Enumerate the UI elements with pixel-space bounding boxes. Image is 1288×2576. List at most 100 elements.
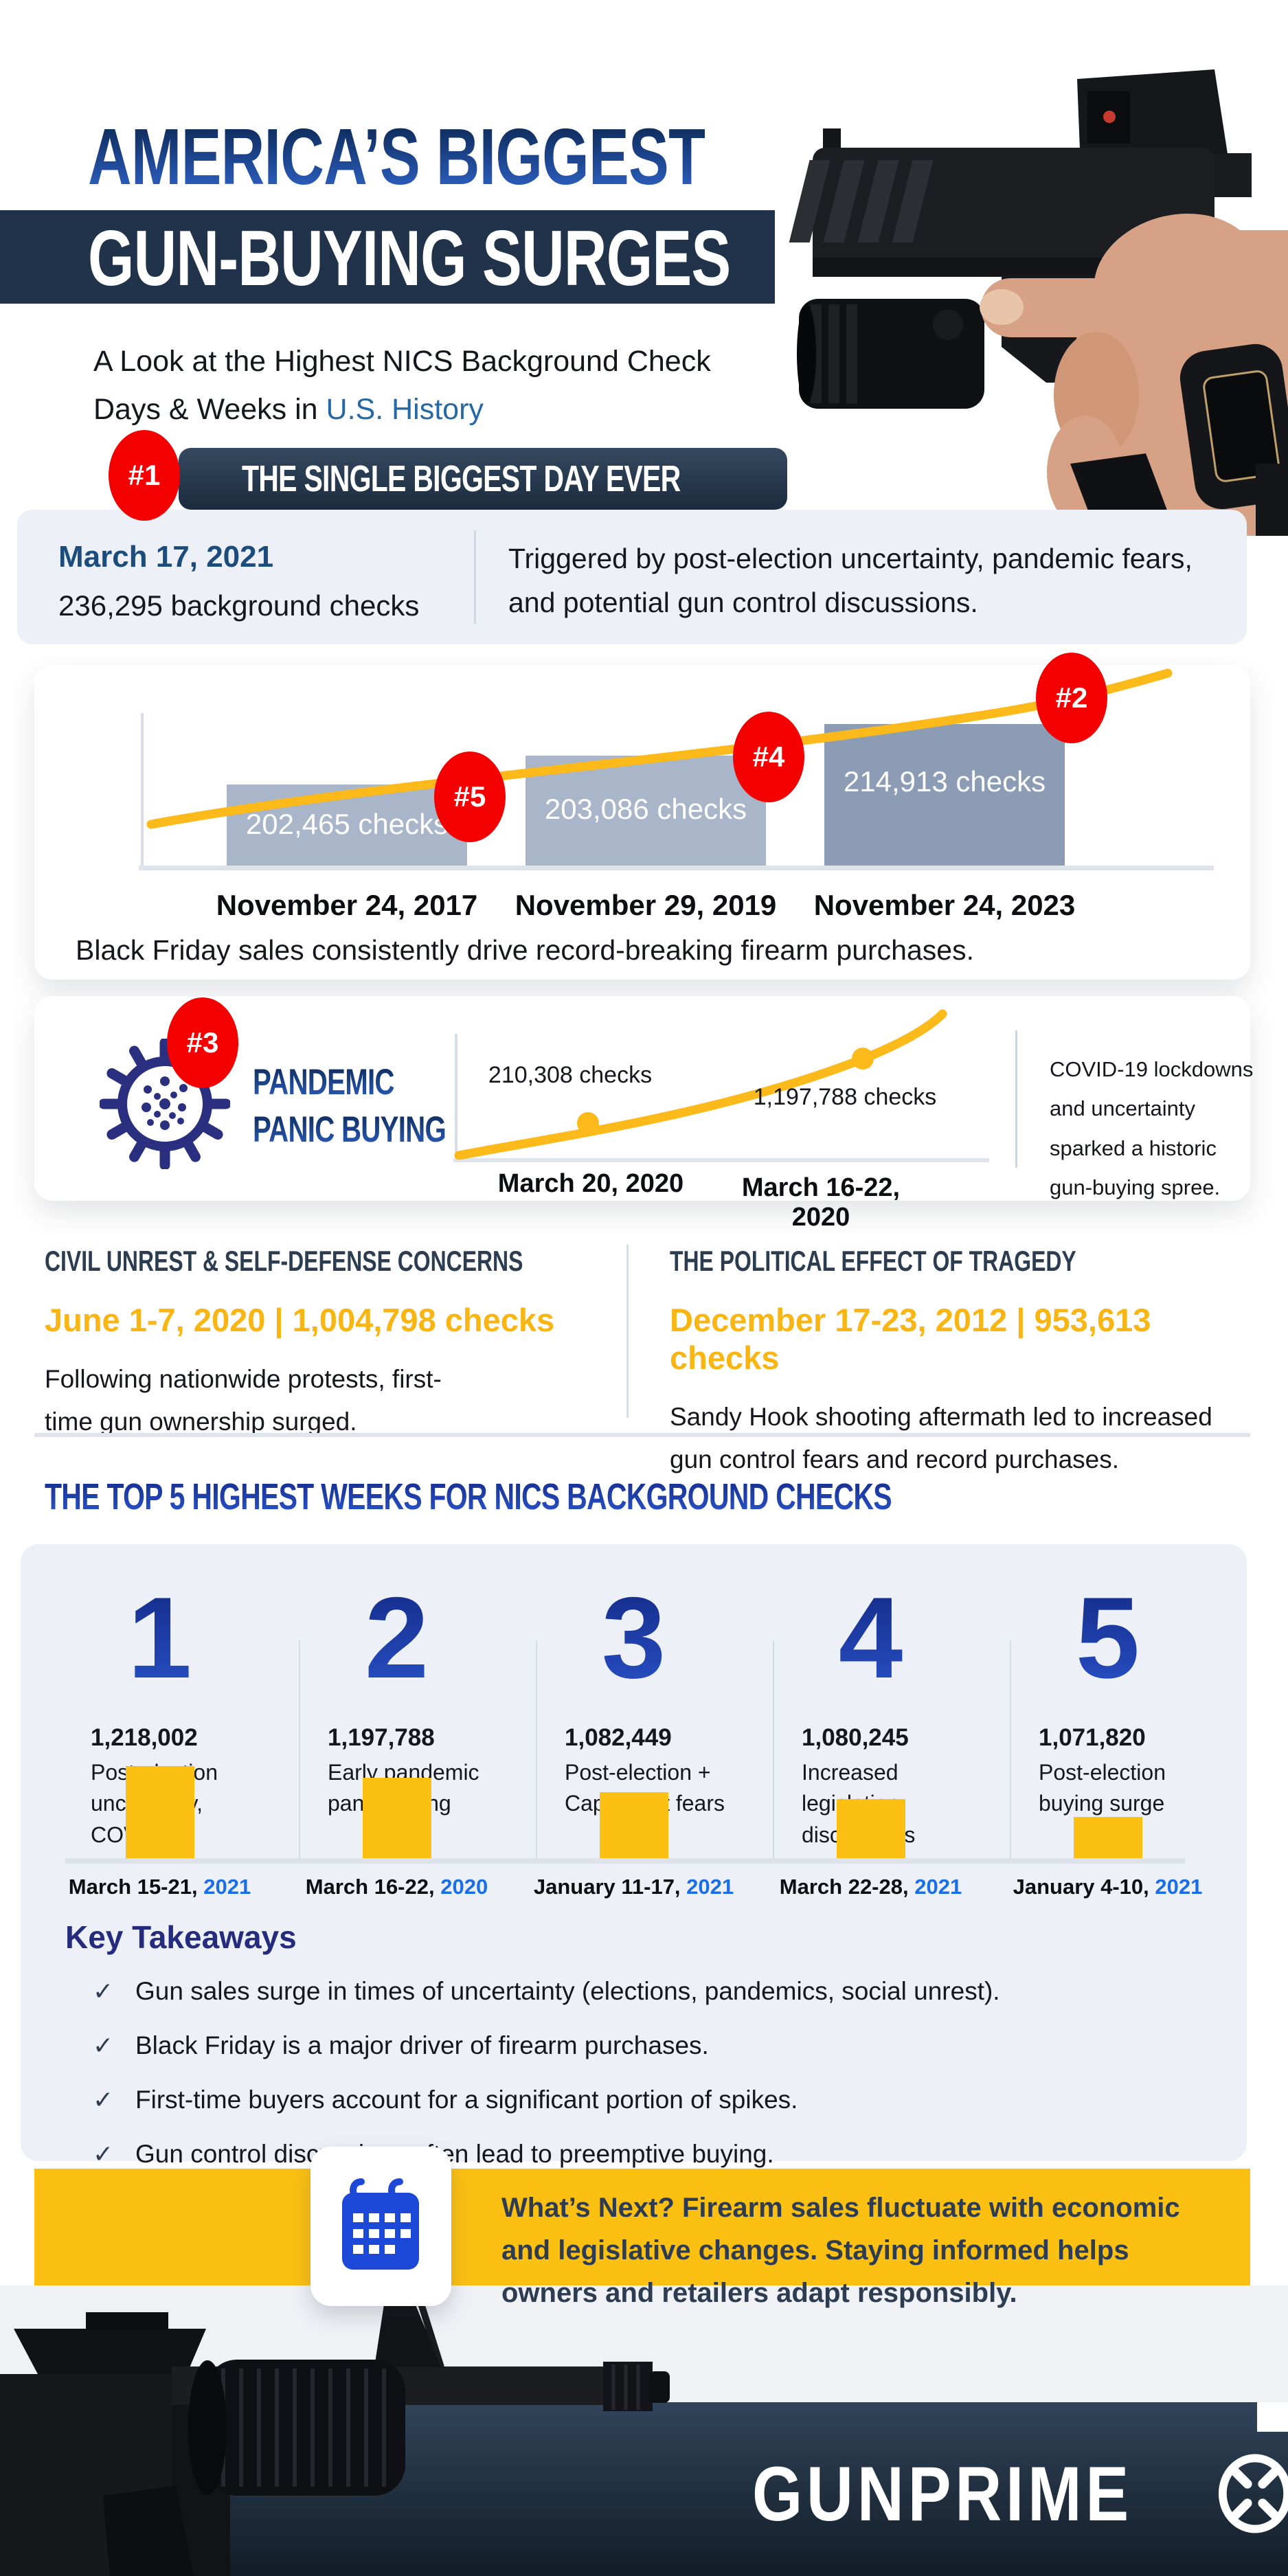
top5-rank: 1 bbox=[41, 1580, 278, 1715]
bf-bar-value: 214,913 checks bbox=[843, 765, 1046, 798]
bf-bar-date: November 24, 2023 bbox=[813, 889, 1076, 921]
top5-date: March 15-21, 2021 bbox=[41, 1875, 278, 1899]
top5-date-year: 2021 bbox=[686, 1875, 734, 1899]
check-icon: ✓ bbox=[93, 1977, 114, 2005]
top5-date: January 11-17, 2021 bbox=[515, 1875, 752, 1899]
title-text-americas-biggest: AMERICA’S BIGGEST bbox=[88, 112, 705, 201]
single-day-divider bbox=[474, 530, 476, 624]
rifle-illustration bbox=[0, 2274, 670, 2576]
footer-brand: GUNPRIME bbox=[752, 2442, 1288, 2545]
top5-column: 3 1,082,449 Post-election + Capitol riot… bbox=[515, 1580, 752, 1899]
event-civil-unrest: CIVIL UNREST & SELF-DEFENSE CONCERNS Jun… bbox=[45, 1245, 594, 1443]
top5-date-year: 2021 bbox=[203, 1875, 251, 1899]
top5-rank: 4 bbox=[752, 1580, 989, 1715]
bf-bars-layer: 202,465 checks #5 November 24, 2017 203,… bbox=[34, 653, 1250, 980]
pistol-hand-photo-illustration bbox=[775, 52, 1288, 574]
rank-badge: #4 bbox=[733, 712, 804, 802]
rank-badge-1-label: #1 bbox=[128, 459, 161, 491]
top5-rank: 5 bbox=[989, 1580, 1226, 1715]
whats-next-banner: What’s Next? Firearm sales fluctuate wit… bbox=[34, 2169, 1250, 2308]
top5-heading-text: THE TOP 5 HIGHEST WEEKS FOR NICS BACKGRO… bbox=[45, 1476, 892, 1517]
top5-column: 1 1,218,002 Post-election uncertainty, C… bbox=[41, 1580, 278, 1899]
top5-date-range: March 15-21, bbox=[68, 1875, 198, 1899]
takeaway-text: Gun control discussions often lead to pr… bbox=[135, 2140, 774, 2168]
pandemic-title: PANDEMIC PANIC BUYING bbox=[253, 1059, 507, 1154]
pandemic-point2-value: 1,197,788 checks bbox=[753, 1084, 937, 1110]
top5-value: 1,071,820 bbox=[1039, 1724, 1146, 1751]
top5-bar bbox=[362, 1778, 431, 1858]
event2-highlight: December 17-23, 2012 | 953,613 checks bbox=[670, 1302, 1151, 1376]
bf-y-axis bbox=[141, 713, 144, 868]
top5-date-range: March 22-28, bbox=[779, 1875, 909, 1899]
calendar-icon bbox=[342, 2178, 419, 2270]
top5-column: 4 1,080,245 Increased legislation discus… bbox=[752, 1580, 989, 1899]
top5-date: January 4-10, 2021 bbox=[989, 1875, 1226, 1899]
pandemic-divider bbox=[1015, 1030, 1017, 1168]
black-friday-card: 202,465 checks #5 November 24, 2017 203,… bbox=[34, 653, 1250, 980]
check-icon: ✓ bbox=[93, 2031, 114, 2059]
top5-date-range: March 16-22, bbox=[305, 1875, 435, 1899]
bf-bar: 202,465 checks #5 November 24, 2017 bbox=[216, 752, 506, 921]
rank-badge-label: #5 bbox=[453, 780, 486, 813]
pandemic-note: COVID-19 lockdowns and uncertainty spark… bbox=[1050, 1057, 1254, 1200]
bf-bar-date: November 29, 2019 bbox=[515, 889, 777, 921]
footer-rifle-photo bbox=[0, 2246, 797, 2576]
takeaway-item: ✓ Gun control discussions often lead to … bbox=[93, 2140, 1192, 2169]
top5-bar bbox=[599, 1792, 668, 1858]
top5-date-year: 2021 bbox=[914, 1875, 962, 1899]
pandemic-point1-date: March 20, 2020 bbox=[497, 1169, 684, 1198]
top5-rank: 2 bbox=[278, 1580, 515, 1715]
pandemic-title-line1: PANDEMIC bbox=[253, 1059, 395, 1107]
takeaway-text: First-time buyers account for a signific… bbox=[135, 2086, 798, 2114]
top5-column: 5 1,071,820 Post-election buying surge J… bbox=[989, 1580, 1226, 1899]
top5-description: Post-election buying surge bbox=[1039, 1760, 1166, 1816]
events-divider bbox=[626, 1245, 629, 1418]
rank-badge-1: #1 bbox=[109, 430, 180, 521]
top5-card: 1 1,218,002 Post-election uncertainty, C… bbox=[21, 1544, 1247, 2168]
single-day-date: March 17, 2021 bbox=[58, 540, 274, 574]
single-day-banner: THE SINGLE BIGGEST DAY EVER bbox=[179, 448, 787, 510]
top5-value: 1,197,788 bbox=[328, 1724, 435, 1751]
rank-badge-label: #4 bbox=[752, 741, 785, 773]
top5-value: 1,218,002 bbox=[91, 1724, 198, 1751]
single-day-banner-label: THE SINGLE BIGGEST DAY EVER bbox=[242, 458, 681, 499]
pandemic-card: #3 PANDEMIC PANIC BUYING 210,308 checks … bbox=[34, 996, 1253, 1232]
check-icon: ✓ bbox=[93, 2140, 114, 2168]
bf-bar-value: 203,086 checks bbox=[544, 793, 747, 825]
hero-photo bbox=[775, 52, 1288, 574]
event2-description: Sandy Hook shooting aftermath led to inc… bbox=[670, 1403, 1212, 1474]
top5-date-range: January 11-17, bbox=[533, 1875, 681, 1899]
hero-subtitle: A Look at the Highest NICS Background Ch… bbox=[93, 338, 712, 433]
event2-title: THE POLITICAL EFFECT OF TRAGEDY bbox=[670, 1245, 1076, 1277]
rank-badge-3-label: #3 bbox=[186, 1026, 219, 1059]
rank-badge: #2 bbox=[1036, 653, 1107, 743]
takeaways-heading: Key Takeaways bbox=[65, 1919, 297, 1955]
footer-corner-notch bbox=[1257, 2402, 1288, 2432]
takeaway-text: Black Friday is a major driver of firear… bbox=[135, 2031, 709, 2059]
single-day-card: March 17, 2021 236,295 background checks… bbox=[17, 510, 1247, 644]
bf-bar: 203,086 checks #4 November 29, 2019 bbox=[515, 712, 804, 921]
bf-caption: Black Friday sales consistently drive re… bbox=[76, 934, 974, 966]
subtitle-highlight: U.S. History bbox=[326, 392, 484, 426]
event1-title: CIVIL UNREST & SELF-DEFENSE CONCERNS bbox=[45, 1245, 523, 1277]
single-day-description: Triggered by post-election uncertainty, … bbox=[508, 543, 1193, 618]
takeaway-item: ✓ Black Friday is a major driver of fire… bbox=[93, 2031, 1192, 2060]
takeaway-text: Gun sales surge in times of uncertainty … bbox=[135, 1977, 1000, 2005]
rank-badge-label: #2 bbox=[1055, 681, 1088, 714]
top5-bar bbox=[1073, 1817, 1142, 1858]
top5-separator bbox=[1010, 1640, 1011, 1860]
top5-bar bbox=[836, 1799, 905, 1858]
top5-separator bbox=[299, 1640, 300, 1860]
event1-highlight: June 1-7, 2020 | 1,004,798 checks bbox=[45, 1302, 555, 1338]
single-day-count: 236,295 background checks bbox=[58, 589, 420, 622]
top5-bar bbox=[125, 1766, 194, 1858]
top5-columns: 1 1,218,002 Post-election uncertainty, C… bbox=[41, 1580, 1226, 1899]
takeaways-list: ✓ Gun sales surge in times of uncertaint… bbox=[93, 1977, 1192, 2194]
top5-column: 2 1,197,788 Early pandemic panic buying … bbox=[278, 1580, 515, 1899]
pandemic-point1-value: 210,308 checks bbox=[488, 1062, 653, 1088]
takeaway-item: ✓ First-time buyers account for a signif… bbox=[93, 2086, 1192, 2114]
whats-next-text: What’s Next? Firearm sales fluctuate wit… bbox=[501, 2193, 1180, 2308]
event-tragedy: THE POLITICAL EFFECT OF TRAGEDY December… bbox=[670, 1245, 1247, 1481]
top5-value: 1,080,245 bbox=[802, 1724, 909, 1751]
top5-date: March 16-22, 2020 bbox=[278, 1875, 515, 1899]
